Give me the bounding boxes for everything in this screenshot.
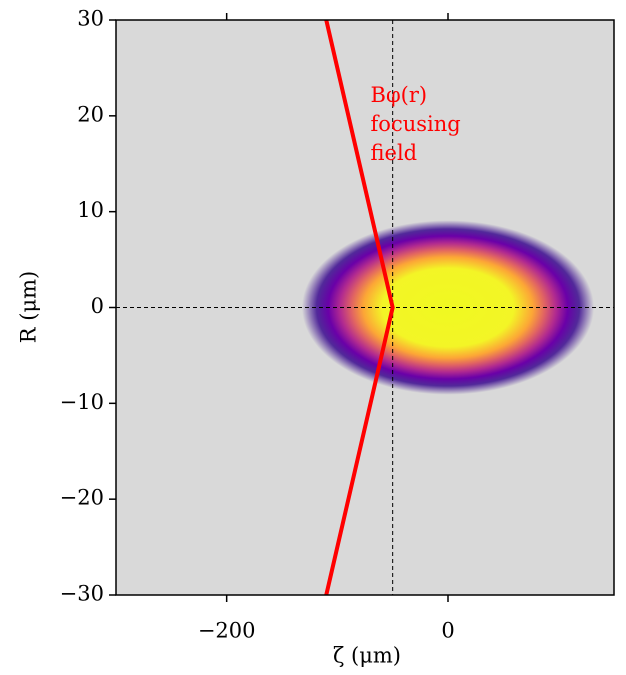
annotation: field [371, 141, 418, 165]
y-tick-label: −10 [60, 390, 104, 414]
y-tick-label: −30 [60, 582, 104, 606]
field-line [324, 20, 395, 595]
y-tick-label: 20 [77, 102, 104, 126]
y-tick-label: 0 [91, 294, 104, 318]
y-tick-label: −20 [60, 486, 104, 510]
x-axis-label: ζ (μm) [333, 644, 401, 668]
y-tick-label: 10 [77, 198, 104, 222]
plot-area [116, 20, 614, 595]
x-tick-label: 0 [441, 619, 454, 643]
annotation: focusing [371, 112, 461, 136]
x-tick-label: −200 [198, 619, 256, 643]
annotation: Bφ(r) [371, 83, 428, 107]
y-axis-label: R (μm) [17, 271, 41, 343]
y-tick-label: 30 [77, 7, 104, 31]
